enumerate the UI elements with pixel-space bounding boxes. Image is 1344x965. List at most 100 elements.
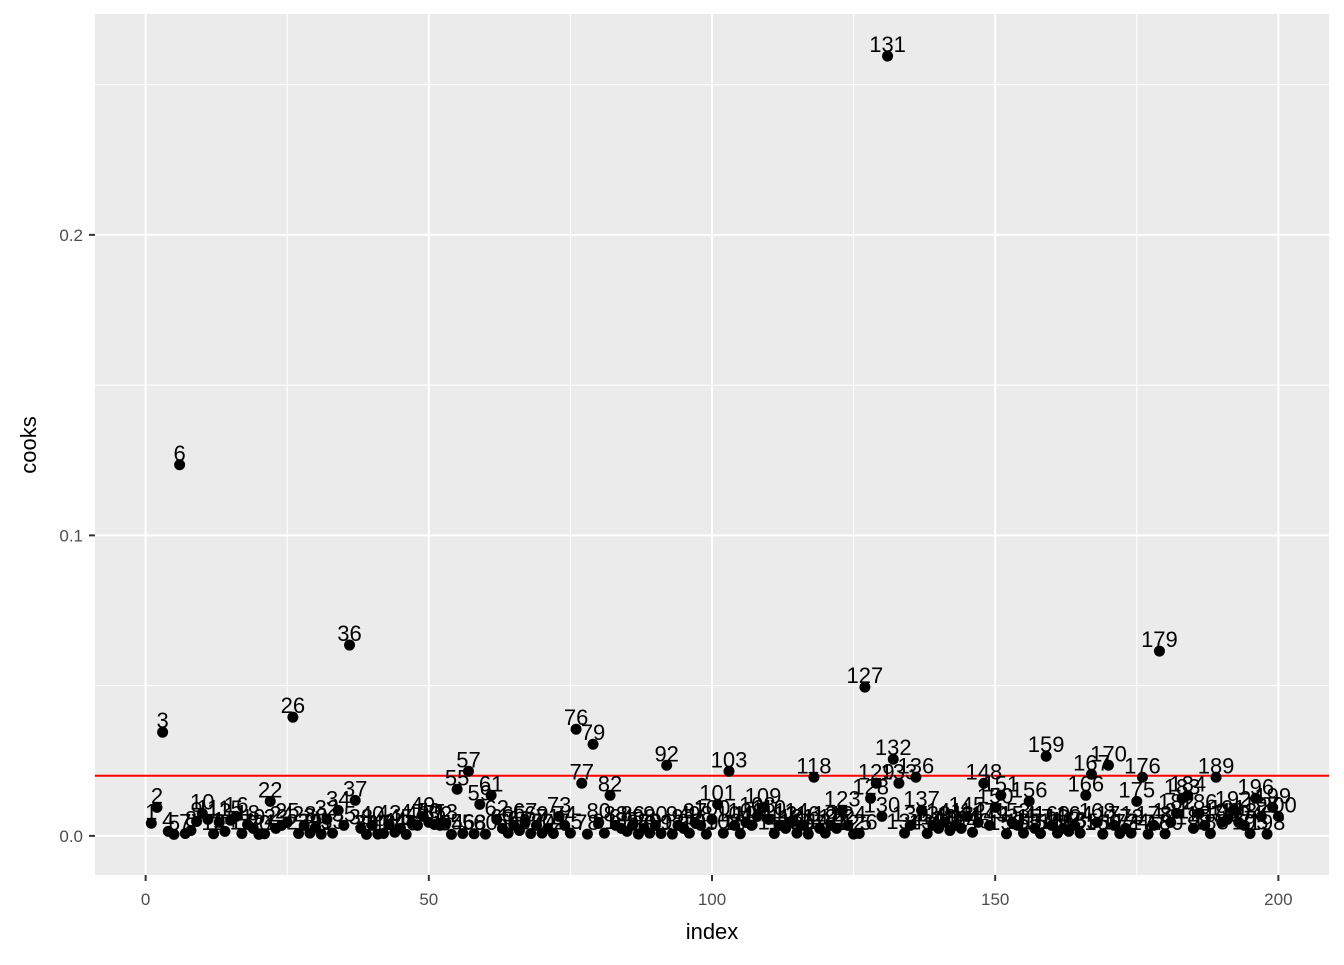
point-label: 121 — [813, 801, 850, 826]
data-point — [593, 816, 605, 828]
point-label: 6 — [173, 441, 185, 466]
data-point — [661, 759, 673, 771]
data-point — [513, 824, 525, 836]
point-label: 16 — [224, 792, 248, 817]
data-point — [751, 810, 763, 822]
data-point — [649, 819, 661, 831]
point-label: 117 — [791, 810, 826, 835]
data-point — [1018, 827, 1030, 839]
point-label: 106 — [728, 798, 765, 823]
data-point — [151, 801, 163, 813]
point-label: 9 — [190, 797, 202, 822]
x-tick-label: 150 — [981, 890, 1009, 909]
point-label: 5 — [168, 810, 180, 835]
point-label: 75 — [558, 809, 582, 834]
point-label: 66 — [507, 806, 531, 831]
data-point — [655, 827, 667, 839]
point-label: 159 — [1028, 732, 1065, 757]
data-point — [581, 828, 593, 840]
point-label: 146 — [954, 808, 991, 833]
data-point — [604, 789, 616, 801]
data-point — [1074, 827, 1086, 839]
point-label: 76 — [564, 705, 588, 730]
point-label: 169 — [1084, 810, 1121, 835]
point-label: 62 — [485, 795, 509, 820]
x-tick-label: 50 — [419, 890, 438, 909]
point-label: 142 — [932, 806, 969, 831]
point-label: 70 — [530, 809, 554, 834]
data-point — [916, 804, 928, 816]
point-label: 165 — [1062, 809, 1099, 834]
data-point — [1159, 828, 1171, 840]
point-label: 197 — [1243, 792, 1280, 817]
point-label: 128 — [852, 774, 889, 799]
data-point — [570, 723, 582, 735]
point-label: 12 — [201, 810, 225, 835]
point-label: 55 — [445, 765, 469, 790]
data-point — [1244, 827, 1256, 839]
data-point — [1153, 645, 1165, 657]
point-label: 63 — [490, 804, 514, 829]
point-label: 154 — [999, 801, 1036, 826]
data-point — [1097, 828, 1109, 840]
data-point — [700, 828, 712, 840]
point-label: 132 — [875, 735, 912, 760]
data-point — [1102, 759, 1114, 771]
point-label: 178 — [1135, 801, 1172, 826]
point-label: 65 — [502, 801, 526, 826]
point-label: 160 — [1033, 801, 1070, 826]
point-label: 200 — [1260, 792, 1297, 817]
point-label: 198 — [1249, 810, 1286, 835]
data-point — [468, 828, 480, 840]
point-label: 172 — [1101, 809, 1138, 834]
point-label: 150 — [977, 783, 1014, 808]
point-label: 177 — [1130, 810, 1167, 835]
point-label: 136 — [898, 753, 935, 778]
data-point — [666, 828, 678, 840]
point-label: 176 — [1124, 753, 1161, 778]
data-point — [717, 827, 729, 839]
data-point — [457, 827, 469, 839]
data-point — [1170, 807, 1182, 819]
data-point — [1023, 795, 1035, 807]
data-point — [627, 819, 639, 831]
data-point — [819, 827, 831, 839]
data-point — [1272, 810, 1284, 822]
point-label: 52 — [428, 801, 452, 826]
point-label: 49 — [411, 792, 435, 817]
data-point — [259, 828, 271, 840]
point-label: 110 — [751, 795, 786, 820]
point-label: 84 — [609, 804, 633, 829]
point-label: 187 — [1186, 801, 1223, 826]
data-point — [525, 827, 537, 839]
point-label: 138 — [909, 809, 946, 834]
data-point — [859, 681, 871, 693]
point-label: 193 — [1220, 798, 1257, 823]
point-labels-layer: 1234567891011121314151617181920212223242… — [145, 32, 1297, 835]
data-point — [768, 827, 780, 839]
data-point — [797, 819, 809, 831]
data-point — [1238, 819, 1250, 831]
point-label: 196 — [1237, 774, 1274, 799]
data-point — [185, 824, 197, 836]
point-label: 85 — [615, 807, 639, 832]
data-point — [1068, 819, 1080, 831]
point-label: 102 — [705, 809, 742, 834]
point-label: 148 — [965, 759, 1002, 784]
point-label: 29 — [298, 809, 322, 834]
point-label: 24 — [269, 801, 293, 826]
data-point — [712, 798, 724, 810]
data-point — [1108, 819, 1120, 831]
point-label: 3 — [156, 708, 168, 733]
point-label: 33 — [320, 809, 344, 834]
point-label: 99 — [694, 810, 718, 835]
point-label: 139 — [915, 801, 952, 826]
data-point — [989, 801, 1001, 813]
data-point — [729, 819, 741, 831]
data-point — [202, 813, 214, 825]
data-point — [995, 789, 1007, 801]
point-label: 125 — [835, 810, 872, 835]
major-gridlines — [95, 14, 1329, 875]
point-label: 155 — [1005, 809, 1042, 834]
